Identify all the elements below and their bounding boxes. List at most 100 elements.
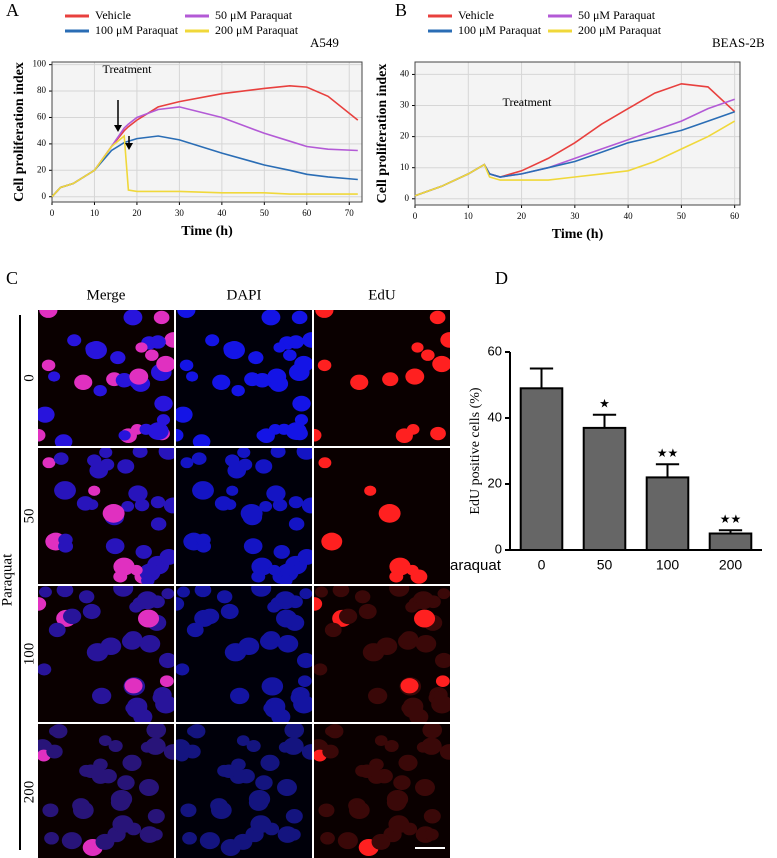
bar bbox=[582, 426, 627, 551]
microscopy-image bbox=[176, 448, 312, 584]
nucleus bbox=[194, 586, 212, 598]
nucleus bbox=[389, 586, 410, 597]
y-tick-label: 40 bbox=[400, 68, 410, 78]
nuclei bbox=[42, 448, 174, 584]
nucleus bbox=[434, 652, 450, 669]
y-axis-title: Cell proliferation index bbox=[12, 62, 27, 202]
y-tick-label: 30 bbox=[400, 100, 410, 110]
nucleus bbox=[430, 426, 446, 441]
nucleus bbox=[400, 678, 419, 694]
nucleus bbox=[422, 724, 443, 739]
nucleus bbox=[136, 591, 159, 610]
bar bbox=[645, 476, 690, 551]
nucleus bbox=[38, 663, 52, 676]
legend-label: 200 μM Paraquat bbox=[215, 23, 299, 37]
nucleus bbox=[155, 695, 174, 714]
bar bbox=[519, 387, 564, 551]
nucleus bbox=[318, 803, 335, 818]
nucleus bbox=[99, 768, 117, 784]
nucleus bbox=[117, 775, 135, 791]
nucleus bbox=[212, 374, 231, 391]
panel-label: D bbox=[495, 268, 508, 288]
nucleus bbox=[272, 498, 288, 512]
nucleus bbox=[439, 744, 450, 760]
nucleus bbox=[243, 538, 263, 555]
nucleus bbox=[296, 448, 312, 460]
nucleus bbox=[297, 549, 312, 565]
nucleus bbox=[148, 828, 163, 841]
nucleus bbox=[67, 334, 82, 347]
nucleus bbox=[276, 779, 297, 796]
nucleus bbox=[350, 374, 369, 391]
nucleus bbox=[150, 335, 166, 349]
nucleus bbox=[314, 597, 323, 611]
legend-label: 100 μM Paraquat bbox=[95, 23, 179, 37]
plot-frame bbox=[414, 61, 741, 206]
row-title: Paraquat bbox=[0, 553, 15, 606]
nuclei bbox=[176, 724, 312, 856]
nucleus bbox=[141, 574, 155, 584]
nucleus bbox=[382, 372, 399, 387]
nucleus bbox=[354, 590, 371, 604]
microscopy-image bbox=[314, 310, 450, 446]
nucleus bbox=[395, 428, 413, 443]
nucleus bbox=[74, 374, 93, 391]
row-label: 100 bbox=[21, 643, 37, 666]
nucleus bbox=[63, 608, 82, 625]
nucleus bbox=[115, 372, 133, 388]
nucleus bbox=[283, 737, 304, 755]
nucleus bbox=[61, 832, 82, 850]
bar bbox=[708, 532, 753, 551]
nucleus bbox=[192, 481, 214, 500]
nucleus bbox=[54, 481, 76, 500]
nucleus bbox=[146, 724, 167, 739]
nucleus bbox=[435, 675, 450, 688]
nucleus bbox=[324, 622, 342, 638]
nucleus bbox=[82, 603, 101, 620]
nucleus bbox=[42, 457, 56, 469]
nucleus bbox=[246, 739, 261, 752]
nucleus bbox=[255, 775, 273, 791]
cell-line-label: BEAS-2B bbox=[712, 35, 765, 50]
cell-line-label: A549 bbox=[310, 35, 339, 50]
column-label: Merge bbox=[87, 287, 126, 303]
x-tick-label: 50 bbox=[260, 208, 270, 218]
nucleus bbox=[261, 310, 281, 326]
nucleus bbox=[421, 737, 442, 755]
nuclei bbox=[38, 310, 174, 446]
panel-label: C bbox=[6, 268, 18, 288]
nucleus bbox=[95, 833, 115, 850]
y-tick-label: 20 bbox=[400, 131, 410, 141]
nucleus bbox=[260, 754, 280, 771]
nuclei bbox=[318, 457, 428, 584]
panel-label: A bbox=[6, 0, 19, 20]
nucleus bbox=[251, 570, 266, 583]
nucleus bbox=[98, 735, 112, 746]
nucleus bbox=[53, 452, 69, 465]
nuclei bbox=[180, 448, 312, 584]
nucleus bbox=[288, 335, 304, 349]
annotation-arrowhead bbox=[125, 143, 133, 150]
nucleus bbox=[163, 497, 174, 514]
nucleus bbox=[201, 608, 220, 625]
nucleus bbox=[122, 754, 142, 771]
microscopy-image bbox=[38, 448, 174, 584]
nucleus bbox=[163, 744, 174, 760]
nucleus bbox=[38, 597, 47, 611]
nucleus bbox=[339, 608, 358, 625]
nucleus bbox=[301, 497, 312, 514]
plot-area bbox=[415, 62, 740, 205]
nucleus bbox=[176, 663, 190, 676]
nucleus bbox=[133, 708, 153, 722]
nucleus bbox=[398, 754, 418, 771]
image-background bbox=[176, 310, 312, 446]
nucleus bbox=[153, 310, 170, 325]
nucleus bbox=[220, 764, 237, 779]
nucleus bbox=[46, 744, 63, 759]
nucleus bbox=[414, 609, 436, 628]
nucleus bbox=[374, 735, 388, 746]
nucleus bbox=[277, 635, 299, 653]
image-background bbox=[38, 310, 174, 446]
x-tick-label: 10 bbox=[464, 211, 474, 221]
nucleus bbox=[284, 724, 305, 739]
